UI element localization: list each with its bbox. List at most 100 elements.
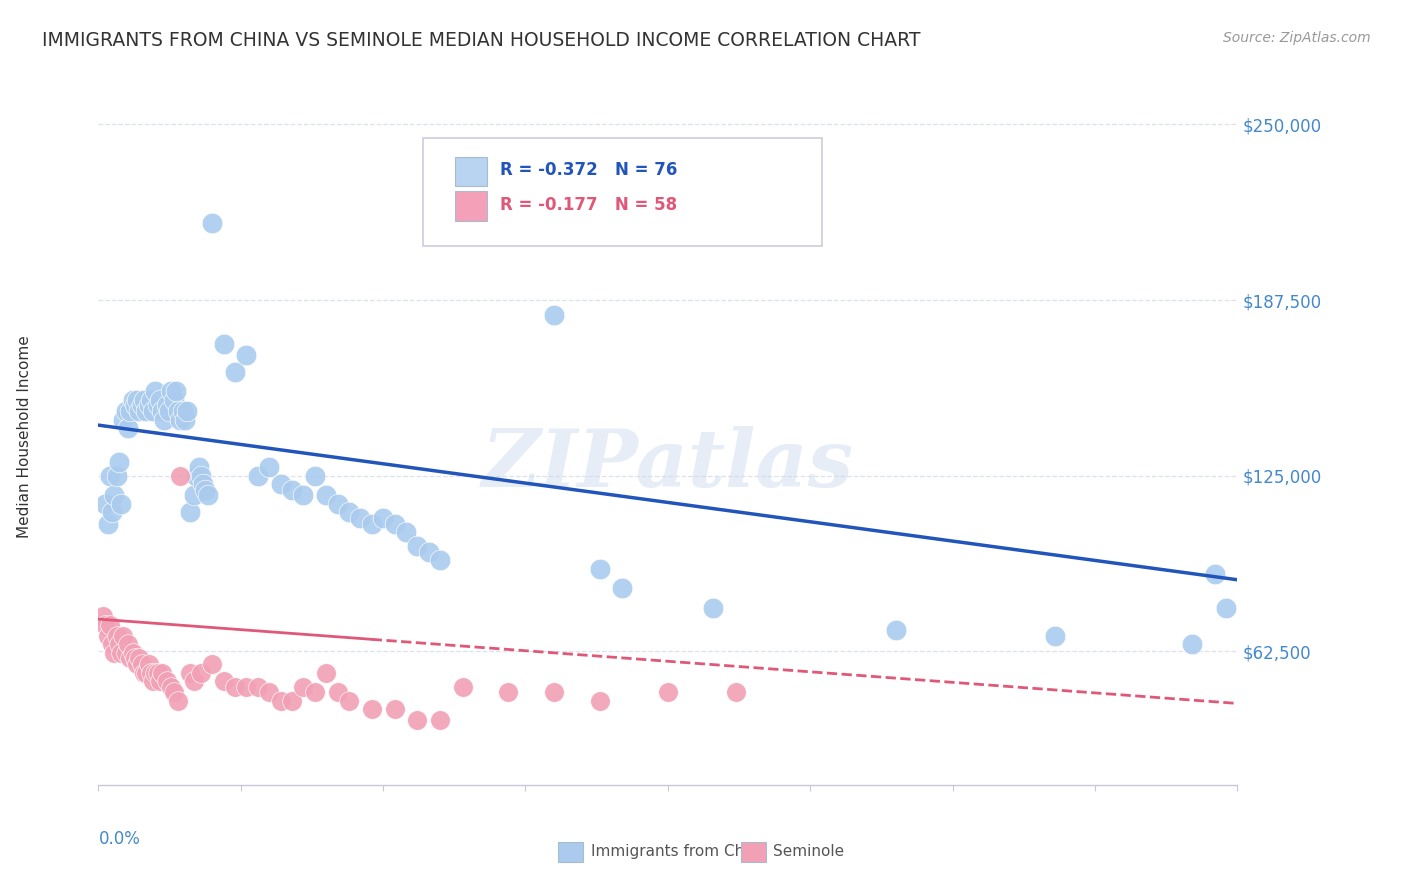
Point bbox=[103, 488, 125, 502]
Point bbox=[498, 685, 520, 699]
Point bbox=[337, 693, 360, 707]
Point bbox=[235, 348, 257, 362]
Point bbox=[197, 488, 219, 502]
Point bbox=[127, 657, 149, 671]
Point bbox=[150, 404, 173, 418]
Point bbox=[1043, 629, 1066, 643]
Point bbox=[146, 665, 169, 680]
Point bbox=[149, 392, 172, 407]
Point bbox=[588, 693, 610, 707]
Point bbox=[98, 617, 121, 632]
Point bbox=[114, 646, 136, 660]
Point bbox=[169, 412, 191, 426]
Point bbox=[349, 511, 371, 525]
Point bbox=[1204, 567, 1226, 582]
Point bbox=[292, 488, 315, 502]
Point bbox=[187, 460, 209, 475]
Point bbox=[418, 544, 440, 558]
Point bbox=[212, 673, 235, 688]
Point bbox=[1215, 600, 1237, 615]
Point bbox=[160, 680, 183, 694]
Point bbox=[94, 497, 117, 511]
Point bbox=[190, 468, 212, 483]
Point bbox=[96, 629, 118, 643]
Point bbox=[153, 412, 176, 426]
Point bbox=[186, 468, 208, 483]
Point bbox=[108, 637, 131, 651]
Point bbox=[112, 412, 135, 426]
Point bbox=[96, 516, 118, 531]
Point bbox=[406, 539, 429, 553]
Point bbox=[139, 392, 162, 407]
Point bbox=[128, 651, 150, 665]
Point bbox=[167, 404, 190, 418]
Point bbox=[172, 404, 194, 418]
Point bbox=[132, 392, 155, 407]
Point bbox=[725, 685, 748, 699]
Point bbox=[1181, 637, 1204, 651]
Point bbox=[174, 412, 197, 426]
Point bbox=[110, 646, 132, 660]
Point bbox=[884, 624, 907, 638]
Point bbox=[360, 702, 382, 716]
Point bbox=[128, 404, 150, 418]
Point bbox=[246, 468, 269, 483]
Point bbox=[110, 497, 132, 511]
Point bbox=[360, 516, 382, 531]
Point bbox=[451, 680, 474, 694]
Point bbox=[201, 216, 224, 230]
Point bbox=[131, 399, 153, 413]
Point bbox=[190, 665, 212, 680]
Point bbox=[162, 392, 184, 407]
Point bbox=[120, 404, 142, 418]
Point bbox=[235, 680, 257, 694]
Point bbox=[138, 657, 160, 671]
Point bbox=[114, 404, 136, 418]
Point bbox=[149, 673, 172, 688]
Point bbox=[212, 336, 235, 351]
Point bbox=[121, 646, 143, 660]
Point bbox=[337, 505, 360, 519]
Point bbox=[259, 685, 281, 699]
Point bbox=[429, 553, 451, 567]
Text: Seminole: Seminole bbox=[773, 845, 845, 859]
Point bbox=[98, 468, 121, 483]
Point bbox=[145, 665, 167, 680]
Point bbox=[543, 685, 565, 699]
Point bbox=[588, 561, 610, 575]
Point bbox=[183, 488, 205, 502]
Point bbox=[406, 714, 429, 728]
Point bbox=[103, 646, 125, 660]
Point bbox=[160, 384, 183, 399]
Point bbox=[139, 665, 162, 680]
Point bbox=[101, 637, 124, 651]
Point bbox=[101, 505, 124, 519]
Point bbox=[429, 714, 451, 728]
Point bbox=[108, 455, 131, 469]
Point bbox=[112, 629, 135, 643]
Point bbox=[105, 468, 128, 483]
Text: 0.0%: 0.0% bbox=[98, 830, 141, 848]
Point bbox=[270, 693, 292, 707]
Point bbox=[117, 637, 139, 651]
Point bbox=[292, 680, 315, 694]
Point bbox=[304, 685, 326, 699]
Point bbox=[371, 511, 394, 525]
Text: ZIPatlas: ZIPatlas bbox=[482, 426, 853, 504]
Point bbox=[201, 657, 224, 671]
Point bbox=[702, 600, 724, 615]
Text: Source: ZipAtlas.com: Source: ZipAtlas.com bbox=[1223, 31, 1371, 45]
Point bbox=[162, 685, 184, 699]
Point bbox=[259, 460, 281, 475]
Point bbox=[183, 673, 205, 688]
Point bbox=[304, 468, 326, 483]
Point bbox=[194, 483, 217, 497]
Point bbox=[165, 384, 187, 399]
Point bbox=[326, 497, 349, 511]
Point bbox=[135, 404, 157, 418]
Point bbox=[117, 421, 139, 435]
Point bbox=[132, 665, 155, 680]
Point bbox=[146, 399, 169, 413]
Point bbox=[179, 665, 201, 680]
Point bbox=[179, 505, 201, 519]
